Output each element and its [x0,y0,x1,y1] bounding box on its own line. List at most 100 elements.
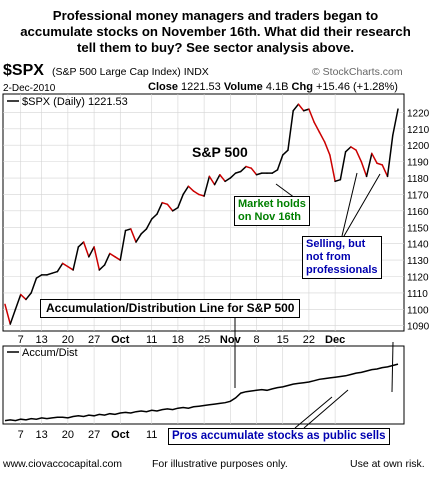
price-y-tick: 1100 [407,305,429,316]
price-y-tick: 1150 [407,223,429,234]
price-x-tick: Nov [220,334,242,346]
headline-line-3: tell them to buy? See sector analysis ab… [76,40,355,55]
price-segment [119,229,127,261]
price-segment [130,228,137,243]
price-segment [297,103,305,112]
price-segment [19,293,27,301]
price-segment [219,174,226,183]
selling-callout: Selling, but not from professionals [302,236,382,279]
price-segment [365,152,373,178]
price-y-tick: 1190 [407,158,429,169]
accum-x-tick: 27 [88,429,100,441]
price-legend: $SPX (Daily) 1221.53 [22,96,128,108]
chg-value: +15.46 (+1.28%) [316,81,398,93]
price-segment [161,201,169,206]
accum-x-tick: 20 [62,429,74,441]
price-segment [150,213,158,220]
price-segment [77,241,85,248]
price-segment [124,228,132,232]
price-x-tick: 25 [198,334,210,346]
price-y-tick: 1120 [407,272,429,283]
price-segment [198,193,205,197]
price-x-tick: Dec [325,334,345,346]
stockcharts-brand: © StockCharts.com [312,66,403,78]
price-y-tick: 1170 [407,190,429,201]
price-segment [334,178,342,183]
price-segment [135,233,142,243]
price-x-tick: 18 [172,334,184,346]
price-x-tick: 8 [253,334,259,346]
price-segment [234,170,242,174]
price-panel [2,93,405,332]
price-segment [114,256,122,261]
pros-callout: Pros accumulate stocks as public sells [168,428,390,445]
price-segment [271,169,279,174]
price-y-tick: 1180 [407,174,429,185]
price-segment [109,252,116,258]
price-segment [276,154,284,171]
chg-label: Chg [291,81,313,93]
price-segment [240,165,247,173]
price-segment [56,262,64,273]
price-segment [35,274,43,279]
price-x-tick: 27 [88,334,100,346]
chart-date: 2-Dec-2010 [3,83,56,94]
selling-line-3: professionals [306,264,378,276]
accum-x-tick: 7 [18,429,24,441]
price-segment [25,292,32,301]
annotation-leaders [234,172,394,429]
pros-leader [294,396,333,429]
price-segment [203,175,211,197]
price-segment [4,303,11,325]
price-x-tick: 13 [36,334,48,346]
price-segment [323,141,331,156]
price-segment [192,190,200,196]
accum-legend: Accum/Dist [22,347,78,359]
price-segment [308,108,315,124]
ad-line-callout: Accumulation/Distribution Line for S&P 5… [40,299,301,318]
price-segment [392,108,399,137]
price-segment [302,108,310,112]
close-label: Close [148,81,178,93]
price-y-tick: 1140 [407,240,429,251]
price-segment [245,165,253,169]
footer-risk: Use at own risk. [350,458,425,470]
price-x-tick: Oct [111,334,130,346]
market-holds-callout: Market holds on Nov 16th [234,196,310,226]
price-segment [9,308,17,325]
price-segment [281,149,289,156]
price-segment [88,246,95,258]
price-x-tick: 15 [277,334,289,346]
price-segment [292,103,300,112]
accum-panel [2,345,405,425]
quote-line: Close 1221.53 Volume 4.1B Chg +15.46 (+1… [148,81,398,93]
price-segment [72,246,80,271]
price-segment [229,172,237,179]
price-segment [376,162,384,166]
price-x-tick: 22 [303,334,315,346]
selling-line-2: not from [306,251,351,263]
price-y-tick: 1130 [407,256,429,267]
price-segment [82,241,90,258]
price-segment [187,185,195,192]
selling-line-1: Selling, but [306,238,366,250]
footer-site: www.ciovaccocapital.com [3,458,123,470]
price-segment [287,110,294,151]
price-segment [344,146,352,153]
pros-leader [391,341,394,393]
price-segment [208,175,216,186]
price-segment [360,160,368,178]
price-series-label: S&P 500 [192,144,248,160]
price-segment [381,164,389,178]
price-y-tick: 1220 [407,108,430,119]
close-value: 1221.53 [181,81,221,93]
accum-x-tick: 11 [146,429,157,441]
price-y-tick: 1090 [407,322,430,333]
price-segment [371,152,378,165]
price-segment [339,151,347,181]
price-segment [224,177,232,183]
price-segment [30,277,38,294]
price-segment [166,203,174,212]
headline-line-1: Professional money managers and traders … [52,8,379,23]
price-segment [255,172,263,176]
